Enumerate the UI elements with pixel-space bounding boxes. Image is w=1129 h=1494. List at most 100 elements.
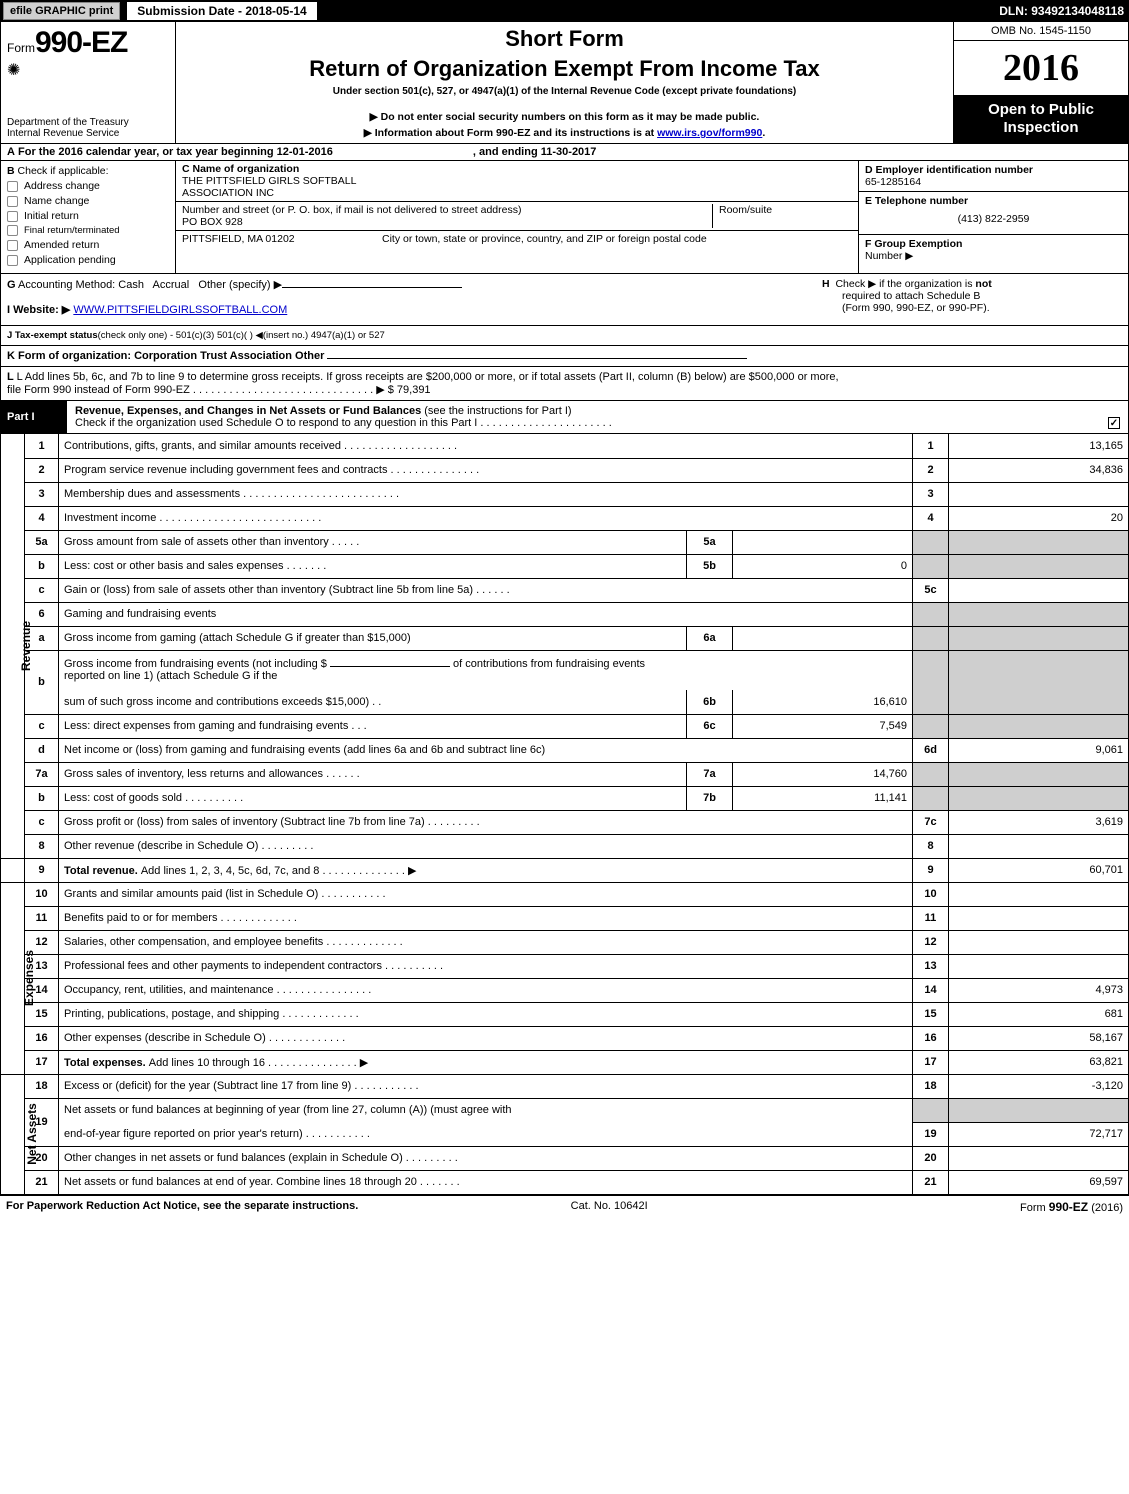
open-to-public: Open to Public Inspection bbox=[954, 95, 1128, 143]
checkbox-address-change[interactable] bbox=[7, 181, 18, 192]
header-right: OMB No. 1545-1150 2016 Open to Public In… bbox=[953, 22, 1128, 143]
rn-18: 18 bbox=[913, 1074, 949, 1098]
l-text2: file Form 990 instead of Form 990-EZ . .… bbox=[7, 383, 1122, 396]
rn-10: 10 bbox=[913, 882, 949, 906]
g-text: Accounting Method: bbox=[16, 279, 119, 291]
val-6d: 9,061 bbox=[949, 738, 1129, 762]
ln-8: 8 bbox=[25, 834, 59, 858]
row-14: 14 Occupancy, rent, utilities, and maint… bbox=[1, 978, 1129, 1002]
j-label: J Tax-exempt status bbox=[7, 330, 98, 341]
f-label: F Group Exemption bbox=[865, 238, 962, 250]
desc-7a: Gross sales of inventory, less returns a… bbox=[59, 762, 687, 786]
rn-14: 14 bbox=[913, 978, 949, 1002]
sn-6c: 6c bbox=[687, 714, 733, 738]
e-label: E Telephone number bbox=[865, 195, 968, 207]
f-label2: Number ▶ bbox=[865, 250, 913, 262]
desc-20: Other changes in net assets or fund bala… bbox=[59, 1146, 913, 1170]
checkbox-final-return[interactable] bbox=[7, 225, 18, 236]
rn-9: 9 bbox=[913, 858, 949, 882]
opt-initial-return: Initial return bbox=[24, 210, 79, 222]
desc-1: Contributions, gifts, grants, and simila… bbox=[59, 434, 913, 458]
part1-title-bold: Revenue, Expenses, and Changes in Net As… bbox=[75, 405, 424, 417]
part1-header: Part I Revenue, Expenses, and Changes in… bbox=[0, 401, 1129, 434]
irs-link[interactable]: www.irs.gov/form990 bbox=[657, 127, 762, 139]
rn-19-shade bbox=[913, 1098, 949, 1122]
website-link[interactable]: WWW.PITTSFIELDGIRLSSOFTBALL.COM bbox=[73, 304, 287, 316]
desc-19-1: Net assets or fund balances at beginning… bbox=[59, 1098, 913, 1122]
sn-6a: 6a bbox=[687, 626, 733, 650]
label-b: B bbox=[7, 165, 15, 177]
val-5b-shade bbox=[949, 554, 1129, 578]
h-not: not bbox=[975, 278, 991, 290]
desc-16: Other expenses (describe in Schedule O) … bbox=[59, 1026, 913, 1050]
sv-5b: 0 bbox=[733, 554, 913, 578]
val-14: 4,973 bbox=[949, 978, 1129, 1002]
desc-9: Total revenue. Add lines 1, 2, 3, 4, 5c,… bbox=[59, 858, 913, 882]
treasury-seal-icon: ✺ bbox=[7, 60, 169, 80]
desc-11: Benefits paid to or for members . . . . … bbox=[59, 906, 913, 930]
do-not-enter: ▶ Do not enter social security numbers o… bbox=[370, 111, 760, 123]
sn-7a: 7a bbox=[687, 762, 733, 786]
dept-treasury: Department of the Treasury Internal Reve… bbox=[7, 117, 169, 139]
k-blank bbox=[327, 358, 747, 359]
h-text2: required to attach Schedule B bbox=[822, 290, 980, 302]
blank-6b bbox=[330, 666, 450, 667]
ln-6c: c bbox=[25, 714, 59, 738]
row-8: 8 Other revenue (describe in Schedule O)… bbox=[1, 834, 1129, 858]
ln-10: 10 bbox=[25, 882, 59, 906]
submission-date: Submission Date - 2018-05-14 bbox=[126, 1, 317, 21]
desc-6b-d3: reported on line 1) (attach Schedule G i… bbox=[64, 670, 277, 682]
rn-7a-shade bbox=[913, 762, 949, 786]
desc-7c: Gross profit or (loss) from sales of inv… bbox=[59, 810, 913, 834]
rn-17: 17 bbox=[913, 1050, 949, 1074]
rn-7c: 7c bbox=[913, 810, 949, 834]
val-6c-shade bbox=[949, 714, 1129, 738]
ln-16: 16 bbox=[25, 1026, 59, 1050]
val-19-shade bbox=[949, 1098, 1129, 1122]
dept-line1: Department of the Treasury bbox=[7, 117, 169, 128]
rn-5c: 5c bbox=[913, 578, 949, 602]
ln-4: 4 bbox=[25, 506, 59, 530]
tax-year-begin: 12-01-2016 bbox=[277, 146, 333, 158]
opt-address-change: Address change bbox=[24, 180, 100, 192]
form-990ez: 990-EZ bbox=[35, 26, 127, 59]
open-public-2: Inspection bbox=[958, 119, 1124, 137]
desc-6c: Less: direct expenses from gaming and fu… bbox=[59, 714, 687, 738]
ln-5a: 5a bbox=[25, 530, 59, 554]
expenses-rotate: Expenses bbox=[1, 882, 25, 1074]
checkbox-amended-return[interactable] bbox=[7, 240, 18, 251]
sv-5a bbox=[733, 530, 913, 554]
opt-amended-return: Amended return bbox=[24, 239, 99, 251]
val-4: 20 bbox=[949, 506, 1129, 530]
city-state: PITTSFIELD, MA 01202 bbox=[182, 233, 382, 271]
desc-5b: Less: cost or other basis and sales expe… bbox=[59, 554, 687, 578]
val-20 bbox=[949, 1146, 1129, 1170]
tax-year: 2016 bbox=[954, 41, 1128, 95]
rn-6a-shade bbox=[913, 626, 949, 650]
desc-8: Other revenue (describe in Schedule O) .… bbox=[59, 834, 913, 858]
checkbox-application-pending[interactable] bbox=[7, 255, 18, 266]
row-15: 15 Printing, publications, postage, and … bbox=[1, 1002, 1129, 1026]
val-13 bbox=[949, 954, 1129, 978]
row-11: 11 Benefits paid to or for members . . .… bbox=[1, 906, 1129, 930]
efile-print-button[interactable]: efile GRAPHIC print bbox=[3, 2, 120, 20]
label-g: G bbox=[7, 279, 16, 291]
ln-7a: 7a bbox=[25, 762, 59, 786]
part1-schedule-o-check[interactable]: ✓ bbox=[1108, 417, 1120, 429]
ln-7b: b bbox=[25, 786, 59, 810]
checkbox-initial-return[interactable] bbox=[7, 211, 18, 222]
val-17: 63,821 bbox=[949, 1050, 1129, 1074]
checkbox-name-change[interactable] bbox=[7, 196, 18, 207]
c-name-cell: C Name of organization THE PITTSFIELD GI… bbox=[176, 161, 858, 202]
footer-form: Form 990-EZ (2016) bbox=[1020, 1200, 1123, 1214]
info-suffix: . bbox=[762, 127, 765, 139]
ln-17: 17 bbox=[25, 1050, 59, 1074]
desc-2: Program service revenue including govern… bbox=[59, 458, 913, 482]
tax-year-end: 11-30-2017 bbox=[541, 146, 597, 158]
val-7b-shade bbox=[949, 786, 1129, 810]
page-footer: For Paperwork Reduction Act Notice, see … bbox=[0, 1195, 1129, 1218]
row-4: 4 Investment income . . . . . . . . . . … bbox=[1, 506, 1129, 530]
rn-5b-shade bbox=[913, 554, 949, 578]
row-12: 12 Salaries, other compensation, and emp… bbox=[1, 930, 1129, 954]
rn-6-shade bbox=[913, 602, 949, 626]
